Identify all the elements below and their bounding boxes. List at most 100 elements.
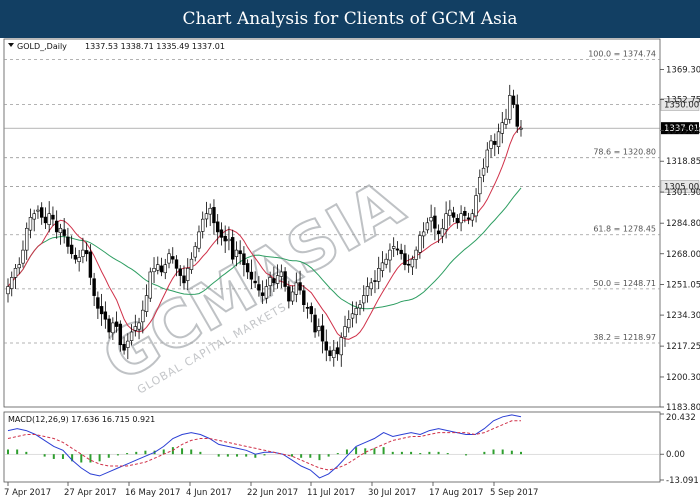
price-level-tag-label: 1305.00 <box>664 182 699 192</box>
candle-body <box>40 207 44 218</box>
x-tick-label: 22 Jun 2017 <box>247 488 298 498</box>
current-price-label: 1337.01 <box>664 124 699 134</box>
candle-body <box>320 325 325 342</box>
y-tick-label: 1234.30 <box>666 311 700 321</box>
candle-body <box>294 282 299 295</box>
candle-body <box>410 258 415 268</box>
price-chart[interactable]: GCMASIA GLOBAL CAPITAL MARKETS 100.0 = 1… <box>0 38 700 500</box>
macd-layer <box>4 414 660 479</box>
candle-body <box>43 216 48 224</box>
y-tick-label: 1251.05 <box>666 281 700 291</box>
candle-body <box>459 213 463 224</box>
y-tick-label: 1301.90 <box>666 188 700 198</box>
candle-body <box>51 214 55 220</box>
x-tick-label: 17 Aug 2017 <box>429 488 483 498</box>
candle-body <box>10 277 14 289</box>
candle-body <box>275 275 280 284</box>
candle-body <box>223 235 227 242</box>
candle-body <box>118 323 123 346</box>
candle-body <box>489 140 493 149</box>
y-tick-label: 1369.30 <box>666 65 700 75</box>
candle-body <box>302 290 306 306</box>
macd-line <box>7 414 522 479</box>
candles <box>6 84 523 367</box>
candle-body <box>208 207 212 215</box>
candle-body <box>511 95 516 105</box>
candle-body <box>421 231 426 237</box>
candle-body <box>373 280 377 282</box>
candle-body <box>508 95 512 120</box>
candle-body <box>238 250 242 255</box>
candle-body <box>298 282 302 291</box>
candle-body <box>451 212 456 218</box>
candle-body <box>84 250 89 255</box>
fib-level-label: 100.0 = 1374.74 <box>588 49 656 58</box>
macd-y-tick-label: 0.00 <box>666 450 685 460</box>
dropdown-triangle-icon[interactable] <box>8 43 14 47</box>
candle-body <box>234 249 239 257</box>
candle-body <box>245 263 250 273</box>
candle-body <box>283 271 287 287</box>
candle-body <box>92 278 96 296</box>
x-tick-label: 11 Jul 2017 <box>307 488 355 498</box>
candle-body <box>182 275 186 284</box>
main-panel <box>3 38 661 408</box>
y-tick-label: 1335.80 <box>666 126 700 136</box>
candle-body <box>167 253 171 264</box>
candle-body <box>391 246 396 249</box>
candle-body <box>249 271 254 280</box>
candle-body <box>77 257 81 262</box>
candle-body <box>66 236 70 247</box>
candle-body <box>73 254 78 260</box>
symbol-label: GOLD_,Daily <box>17 42 67 51</box>
candle-body <box>58 227 63 234</box>
candle-body <box>137 322 141 330</box>
candle-body <box>227 238 231 242</box>
x-tick-label: 30 Jul 2017 <box>368 488 416 498</box>
candle-body <box>193 246 197 258</box>
candle-body <box>335 347 340 355</box>
candle-body <box>264 286 269 299</box>
candle-body <box>156 264 160 271</box>
candle-body <box>515 104 519 127</box>
candle-body <box>403 253 407 265</box>
candle-body <box>174 259 179 269</box>
candle-body <box>332 349 336 358</box>
candle-body <box>493 140 497 145</box>
candle-body <box>99 306 104 315</box>
price-level-tag <box>660 180 700 193</box>
candle-body <box>369 282 373 290</box>
candle-body <box>186 268 190 281</box>
current-price-tag <box>661 122 699 135</box>
candle-body <box>395 248 400 251</box>
candle-body <box>163 264 167 274</box>
macd-header: MACD(12,26,9) 17.636 16.715 0.921 <box>8 415 155 424</box>
candle-body <box>126 340 130 348</box>
candle-body <box>159 265 164 273</box>
y-tick-label: 1200.30 <box>666 373 700 383</box>
candle-body <box>380 262 385 271</box>
ohlc-readout: 1337.53 1338.71 1335.49 1337.01 <box>85 42 225 51</box>
x-tick-label: 16 May 2017 <box>125 488 180 498</box>
candle-body <box>28 217 33 231</box>
candle-body <box>388 249 392 261</box>
candle-body <box>141 309 145 323</box>
fib-level-label: 61.8 = 1278.45 <box>593 225 656 234</box>
level-layer: 100.0 = 1374.74 1350.00 78.6 = 1320.80 1305… <box>4 49 700 344</box>
candle-body <box>339 337 343 356</box>
candle-body <box>69 244 74 255</box>
candle-body <box>444 213 448 230</box>
candle-body <box>144 295 149 312</box>
candle-body <box>429 217 433 222</box>
candle-body <box>114 321 119 327</box>
candle-body <box>406 263 411 266</box>
x-tick-label: 27 Apr 2017 <box>64 488 117 498</box>
candle-body <box>189 258 194 270</box>
candle-body <box>133 326 138 331</box>
candle-body <box>343 326 347 338</box>
x-tick-label: 4 Jun 2017 <box>186 488 232 498</box>
fib-level-label: 50.0 = 1248.71 <box>593 279 656 288</box>
candle-body <box>425 222 430 231</box>
candle-body <box>481 167 486 176</box>
candle-body <box>433 215 437 229</box>
